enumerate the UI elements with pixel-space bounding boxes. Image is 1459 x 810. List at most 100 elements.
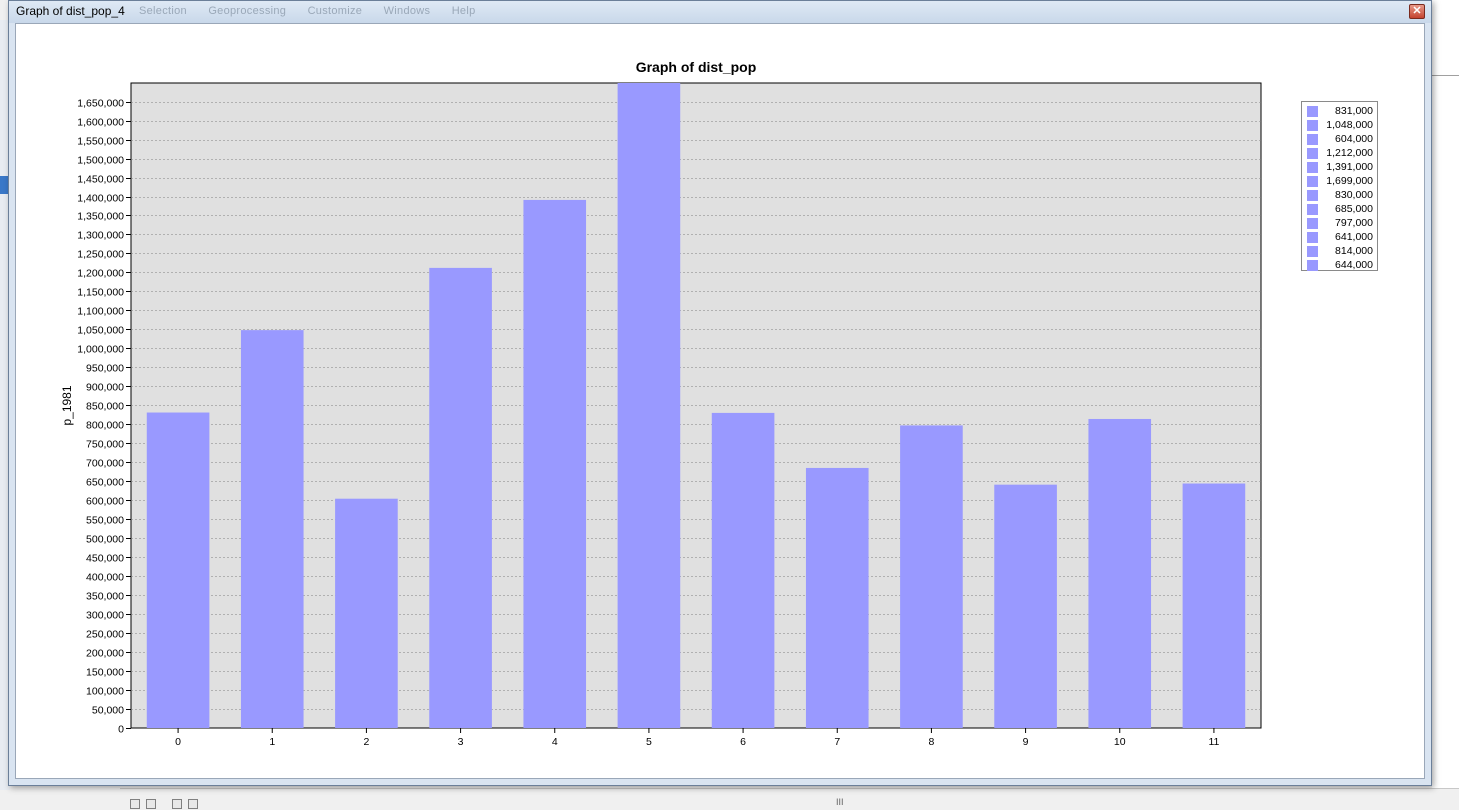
- pause-button[interactable]: [188, 799, 198, 809]
- y-tick-label: 1,550,000: [77, 136, 124, 148]
- y-tick-label: 400,000: [86, 572, 124, 584]
- legend-swatch: [1307, 120, 1318, 131]
- legend-swatch: [1307, 190, 1318, 201]
- y-tick-label: 1,050,000: [77, 325, 124, 337]
- y-tick-label: 700,000: [86, 458, 124, 470]
- legend-label: 641,000: [1335, 231, 1373, 243]
- background-selected-item: [0, 176, 8, 194]
- legend-item: 797,000: [1307, 217, 1375, 230]
- y-tick-label: 1,500,000: [77, 155, 124, 167]
- y-tick-label: 900,000: [86, 382, 124, 394]
- legend-swatch: [1307, 134, 1318, 145]
- ghost-menu-item: Windows: [383, 5, 431, 17]
- legend-swatch: [1307, 162, 1318, 173]
- ghost-menu-item: Help: [451, 5, 476, 17]
- legend-label: 604,000: [1335, 133, 1373, 145]
- x-tick-label: 4: [552, 736, 558, 748]
- y-tick-label: 350,000: [86, 591, 124, 603]
- y-tick-label: 600,000: [86, 496, 124, 508]
- bar: [523, 199, 587, 728]
- legend-label: 814,000: [1335, 245, 1373, 257]
- legend-item: 1,699,000: [1307, 175, 1375, 188]
- legend-item: 604,000: [1307, 133, 1375, 146]
- y-tick-label: 450,000: [86, 553, 124, 565]
- y-tick-label: 1,150,000: [77, 287, 124, 299]
- legend-item: 831,000: [1307, 105, 1375, 118]
- legend-item: 641,000: [1307, 231, 1375, 244]
- legend-item: 1,391,000: [1307, 161, 1375, 174]
- bar: [146, 412, 210, 728]
- legend-label: 644,000: [1335, 259, 1373, 271]
- legend-swatch: [1307, 246, 1318, 257]
- background-right-panel: [1432, 0, 1459, 790]
- legend-swatch: [1307, 204, 1318, 215]
- legend-label: 1,391,000: [1326, 161, 1373, 173]
- y-tick-label: 1,300,000: [77, 230, 124, 242]
- x-tick-label: 9: [1023, 736, 1029, 748]
- background-status-bar: III: [120, 788, 1459, 810]
- y-tick-label: 1,650,000: [77, 98, 124, 110]
- legend-item: 644,000: [1307, 259, 1375, 272]
- title-bar[interactable]: Graph of dist_pop_4 Selection Geoprocess…: [9, 1, 1431, 23]
- x-tick-label: 2: [363, 736, 369, 748]
- y-tick-label: 100,000: [86, 686, 124, 698]
- refresh-button[interactable]: [172, 799, 182, 809]
- legend-item: 814,000: [1307, 245, 1375, 258]
- y-tick-label: 1,450,000: [77, 174, 124, 186]
- y-tick-label: 1,350,000: [77, 211, 124, 223]
- y-tick-label: 250,000: [86, 629, 124, 641]
- ghost-menu-item: Selection: [139, 5, 187, 17]
- legend-swatch: [1307, 232, 1318, 243]
- bar: [1182, 483, 1246, 728]
- bar: [900, 425, 963, 728]
- data-view-button[interactable]: [146, 799, 156, 809]
- y-tick-label: 1,400,000: [77, 193, 124, 205]
- legend-item: 685,000: [1307, 203, 1375, 216]
- y-axis-label: p_1981: [60, 385, 74, 425]
- legend-label: 685,000: [1335, 203, 1373, 215]
- chart-legend: 831,000 1,048,000 604,000 1,212,000 1,391,00…: [1301, 101, 1378, 271]
- x-tick-label: 1: [269, 736, 275, 748]
- y-tick-label: 500,000: [86, 534, 124, 546]
- y-tick-label: 550,000: [86, 515, 124, 527]
- x-tick-label: 0: [175, 736, 181, 748]
- background-divider: [1432, 75, 1459, 76]
- graph-window: Graph of dist_pop_4 Selection Geoprocess…: [8, 0, 1432, 786]
- y-tick-label: 850,000: [86, 401, 124, 413]
- legend-swatch: [1307, 218, 1318, 229]
- legend-swatch: [1307, 148, 1318, 159]
- ghost-menu-item: Customize: [307, 5, 363, 17]
- legend-item: 830,000: [1307, 189, 1375, 202]
- y-tick-label: 750,000: [86, 439, 124, 451]
- scrollbar-grip[interactable]: III: [836, 797, 844, 807]
- y-tick-label: 1,100,000: [77, 306, 124, 318]
- legend-swatch: [1307, 176, 1318, 187]
- y-tick-label: 1,200,000: [77, 268, 124, 280]
- legend-item: 1,048,000: [1307, 119, 1375, 132]
- y-tick-label: 1,000,000: [77, 344, 124, 356]
- legend-label: 1,048,000: [1326, 119, 1373, 131]
- legend-label: 831,000: [1335, 105, 1373, 117]
- y-tick-label: 150,000: [86, 667, 124, 679]
- bar: [805, 467, 869, 728]
- legend-item: 1,212,000: [1307, 147, 1375, 160]
- bar: [240, 330, 304, 728]
- bar: [617, 83, 681, 728]
- y-tick-label: 800,000: [86, 420, 124, 432]
- legend-label: 830,000: [1335, 189, 1373, 201]
- close-button[interactable]: ✕: [1409, 4, 1425, 19]
- bar: [994, 484, 1057, 728]
- chart-title: Graph of dist_pop: [636, 59, 757, 75]
- x-tick-label: 8: [928, 736, 934, 748]
- legend-label: 1,699,000: [1326, 175, 1373, 187]
- window-title: Graph of dist_pop_4: [16, 4, 125, 18]
- background-menu-ghost: Selection Geoprocessing Customize Window…: [139, 5, 494, 17]
- y-tick-label: 950,000: [86, 363, 124, 375]
- y-tick-label: 1,250,000: [77, 249, 124, 261]
- x-tick-label: 5: [646, 736, 652, 748]
- x-tick-label: 7: [834, 736, 840, 748]
- y-tick-label: 300,000: [86, 610, 124, 622]
- y-tick-label: 50,000: [92, 705, 124, 717]
- x-tick-label: 11: [1208, 736, 1219, 748]
- layout-view-button[interactable]: [130, 799, 140, 809]
